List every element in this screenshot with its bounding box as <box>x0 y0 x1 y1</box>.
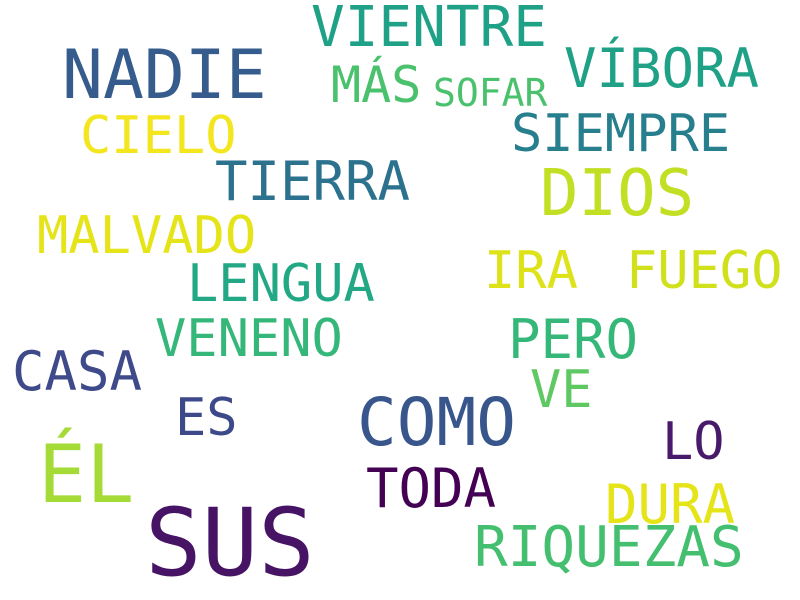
word-ira: IRA <box>484 241 578 301</box>
word-nadie: NADIE <box>62 36 267 115</box>
word-veneno: VENENO <box>155 309 343 369</box>
word-sus: SUS <box>145 489 315 598</box>
word-ve: VE <box>530 360 593 420</box>
word-siempre: SIEMPRE <box>511 104 731 164</box>
word-fuego: FUEGO <box>626 241 783 301</box>
word-tierra: TIERRA <box>215 150 411 213</box>
word-cielo: CIELO <box>80 106 237 166</box>
word-como: COMO <box>357 384 516 461</box>
word-dura: DURA <box>605 473 736 536</box>
word-riquezas: RIQUEZAS <box>474 515 744 580</box>
word-malvado: MALVADO <box>37 206 257 266</box>
word-lengua: LENGUA <box>187 254 375 314</box>
word-casa: CASA <box>12 340 143 403</box>
word-vibora: VÍBORA <box>564 37 760 100</box>
word-mas: MÁS <box>331 56 422 114</box>
word-lo: LO <box>662 412 725 472</box>
word-el: ÉL <box>38 428 135 521</box>
word-toda: TODA <box>366 457 497 520</box>
word-es: ES <box>175 388 238 448</box>
word-pero: PERO <box>508 308 639 371</box>
word-vientre: VIENTRE <box>311 0 548 60</box>
word-dios: DIOS <box>540 157 695 231</box>
word-sofar: SOFAR <box>433 71 548 115</box>
